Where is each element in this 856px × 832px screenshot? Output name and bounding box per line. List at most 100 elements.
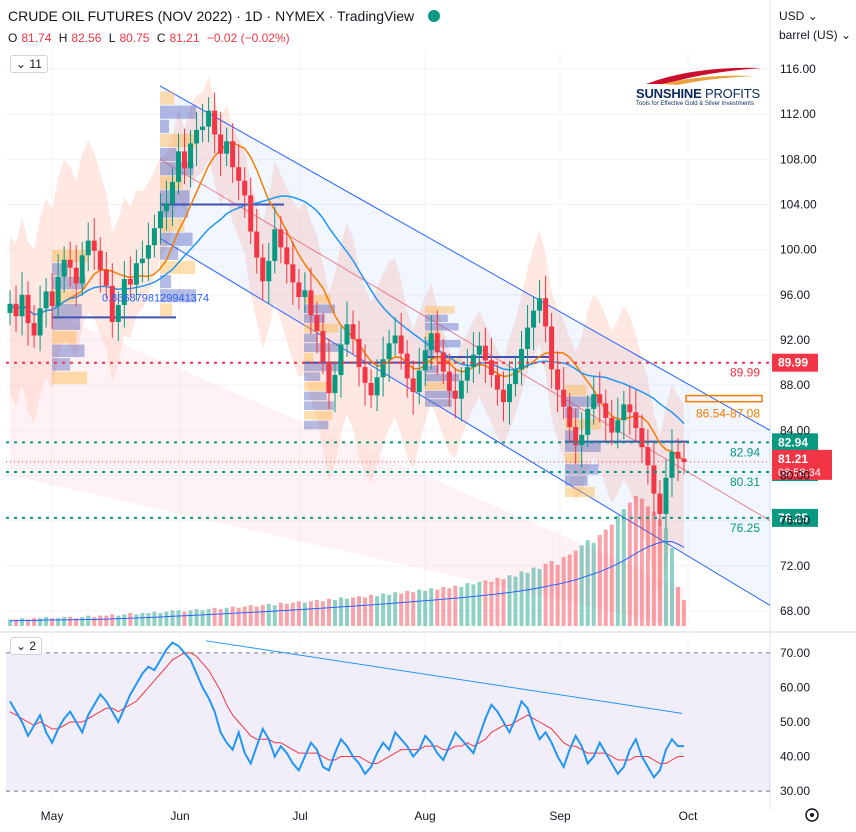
level-label-support-2: 80.31: [730, 475, 760, 489]
candle-body: [67, 259, 73, 268]
candle-body: [506, 384, 512, 403]
low-value: 80.75: [119, 31, 150, 45]
channel-lower-line: [159, 237, 771, 606]
volume-profile-bar: [425, 365, 440, 373]
ohlc-readout: O 81.74 H 82.56 L 80.75 C 81.21 −0.02 (−0.02…: [8, 31, 294, 45]
volume-bar: [441, 587, 446, 626]
volume-bar: [429, 588, 434, 626]
volume-bar: [62, 616, 67, 626]
candle-body: [669, 451, 675, 478]
volume-bar: [224, 607, 229, 626]
volume-bar: [140, 613, 145, 626]
volume-bar: [579, 545, 584, 626]
volume-bar: [8, 619, 12, 626]
candle-body: [446, 371, 452, 391]
candle-body: [410, 378, 416, 392]
settings-gear-icon[interactable]: [805, 808, 819, 822]
candle-body: [597, 394, 603, 404]
volume-bar: [597, 535, 602, 626]
volume-profile-bar: [160, 260, 196, 275]
currency-selector[interactable]: USD ⌄: [779, 9, 818, 23]
candle-body: [386, 343, 392, 360]
volume-profile-bar: [52, 303, 82, 317]
volume-profile-bar: [425, 390, 457, 399]
candle-body: [73, 267, 79, 284]
candle-body: [85, 240, 91, 256]
candle-body: [555, 369, 561, 390]
volume-bar: [170, 610, 175, 626]
candle-body: [169, 181, 175, 204]
rsi-tick-label: 60.00: [780, 680, 810, 694]
open-value: 81.74: [21, 31, 52, 45]
candle-body: [440, 352, 446, 372]
channel-upper-line: [159, 85, 771, 431]
price-tick-label: 96.00: [780, 288, 810, 302]
candle-body: [404, 353, 410, 379]
volume-profile-bar: [160, 91, 175, 105]
low-label: L: [108, 31, 116, 45]
candle-body: [230, 141, 236, 168]
rsi-line: [9, 641, 684, 779]
volume-bar: [682, 600, 686, 626]
volume-bar: [38, 618, 43, 626]
candle-body: [332, 375, 338, 394]
volume-bar: [675, 587, 680, 626]
candle-body: [639, 428, 645, 448]
volume-profile-bar: [425, 348, 435, 356]
volume-bar: [152, 611, 157, 626]
volume-bar: [242, 606, 247, 626]
candle-body: [200, 126, 206, 130]
candle-body: [296, 282, 302, 298]
indicators-toggle-button[interactable]: ⌄ 11: [10, 55, 48, 73]
candle-body: [236, 167, 242, 181]
volume-bar: [435, 589, 440, 626]
candle-body: [302, 290, 308, 298]
level-tag-resistance: [772, 353, 818, 372]
volume-bar: [603, 529, 608, 626]
volume-bar: [381, 593, 386, 626]
volume-profile-bar: [304, 391, 327, 401]
candle-body: [434, 333, 440, 353]
volume-bar: [248, 605, 253, 626]
candle-body: [651, 465, 657, 494]
candle-body: [621, 404, 627, 421]
unit-selector[interactable]: barrel (US) ⌄: [779, 28, 851, 42]
level-label-resistance: 89.99: [730, 366, 760, 380]
logo-swoosh-icon: [646, 67, 762, 85]
price-tick-label: 112.00: [780, 107, 816, 121]
volume-bar: [290, 602, 295, 626]
volume-profile-bar: [304, 294, 331, 304]
candle-body: [31, 323, 37, 336]
volume-bar: [146, 613, 151, 626]
candle-body: [609, 417, 615, 433]
volume-profile-bar: [160, 303, 173, 317]
logo-name-part2: PROFITS: [705, 86, 760, 101]
candle-body: [97, 250, 103, 270]
candle-body: [272, 229, 278, 261]
volume-bar: [363, 597, 368, 626]
time-tick-label: Oct: [679, 809, 698, 823]
level-tag-text-support-1: 82.94: [778, 435, 808, 449]
candle-body: [627, 404, 633, 413]
volume-profile-bar: [52, 371, 88, 385]
rsi-toggle-button[interactable]: ⌄ 2: [10, 637, 43, 655]
price-tick-label: 72.00: [780, 559, 810, 573]
volume-profile-bar: [304, 401, 334, 410]
market-status-icon: [428, 10, 440, 22]
volume-bar: [278, 602, 283, 626]
price-tick-label: 80.00: [780, 469, 810, 483]
chevron-down-icon: ⌄: [16, 639, 27, 653]
candle-body: [573, 426, 579, 446]
candle-body: [549, 326, 555, 370]
volume-bar: [194, 609, 199, 626]
volume-bar: [507, 575, 512, 626]
volume-bar: [387, 594, 392, 626]
candle-body: [182, 151, 188, 169]
candle-body: [663, 477, 669, 514]
volume-bar: [483, 580, 488, 626]
volume-bar: [645, 506, 650, 626]
candle-body: [151, 228, 157, 246]
candle-body: [579, 434, 585, 446]
volume-bar: [302, 602, 307, 626]
